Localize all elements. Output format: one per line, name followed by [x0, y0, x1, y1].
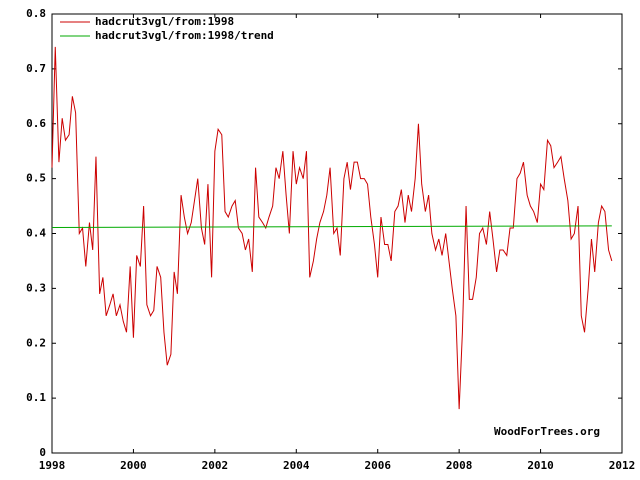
x-tick-label: 2008 — [446, 459, 473, 472]
legend-label: hadcrut3vgl/from:1998 — [95, 15, 234, 28]
x-tick-label: 2010 — [527, 459, 554, 472]
y-tick-label: 0.6 — [26, 117, 46, 130]
x-tick-label: 2000 — [120, 459, 147, 472]
y-tick-label: 0.4 — [26, 227, 46, 240]
x-tick-label: 2012 — [609, 459, 636, 472]
x-tick-label: 2004 — [283, 459, 310, 472]
y-tick-label: 0.8 — [26, 7, 46, 20]
x-tick-label: 2006 — [364, 459, 391, 472]
y-tick-label: 0.1 — [26, 391, 46, 404]
y-tick-label: 0.3 — [26, 281, 46, 294]
y-tick-label: 0 — [39, 446, 46, 459]
y-tick-label: 0.5 — [26, 172, 46, 185]
legend-label: hadcrut3vgl/from:1998/trend — [95, 29, 274, 42]
plot-frame — [51, 13, 623, 454]
series-line — [51, 46, 613, 410]
y-tick-label: 0.7 — [26, 62, 46, 75]
y-tick-label: 0.2 — [26, 336, 46, 349]
series-line — [51, 225, 612, 228]
x-tick-label: 1998 — [39, 459, 66, 472]
x-tick-label: 2002 — [202, 459, 229, 472]
annotation: WoodForTrees.org — [494, 425, 600, 438]
